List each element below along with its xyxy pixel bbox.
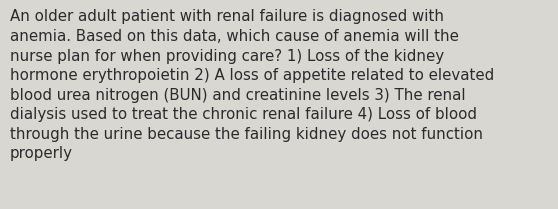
Text: An older adult patient with renal failure is diagnosed with
anemia. Based on thi: An older adult patient with renal failur… (10, 9, 494, 161)
